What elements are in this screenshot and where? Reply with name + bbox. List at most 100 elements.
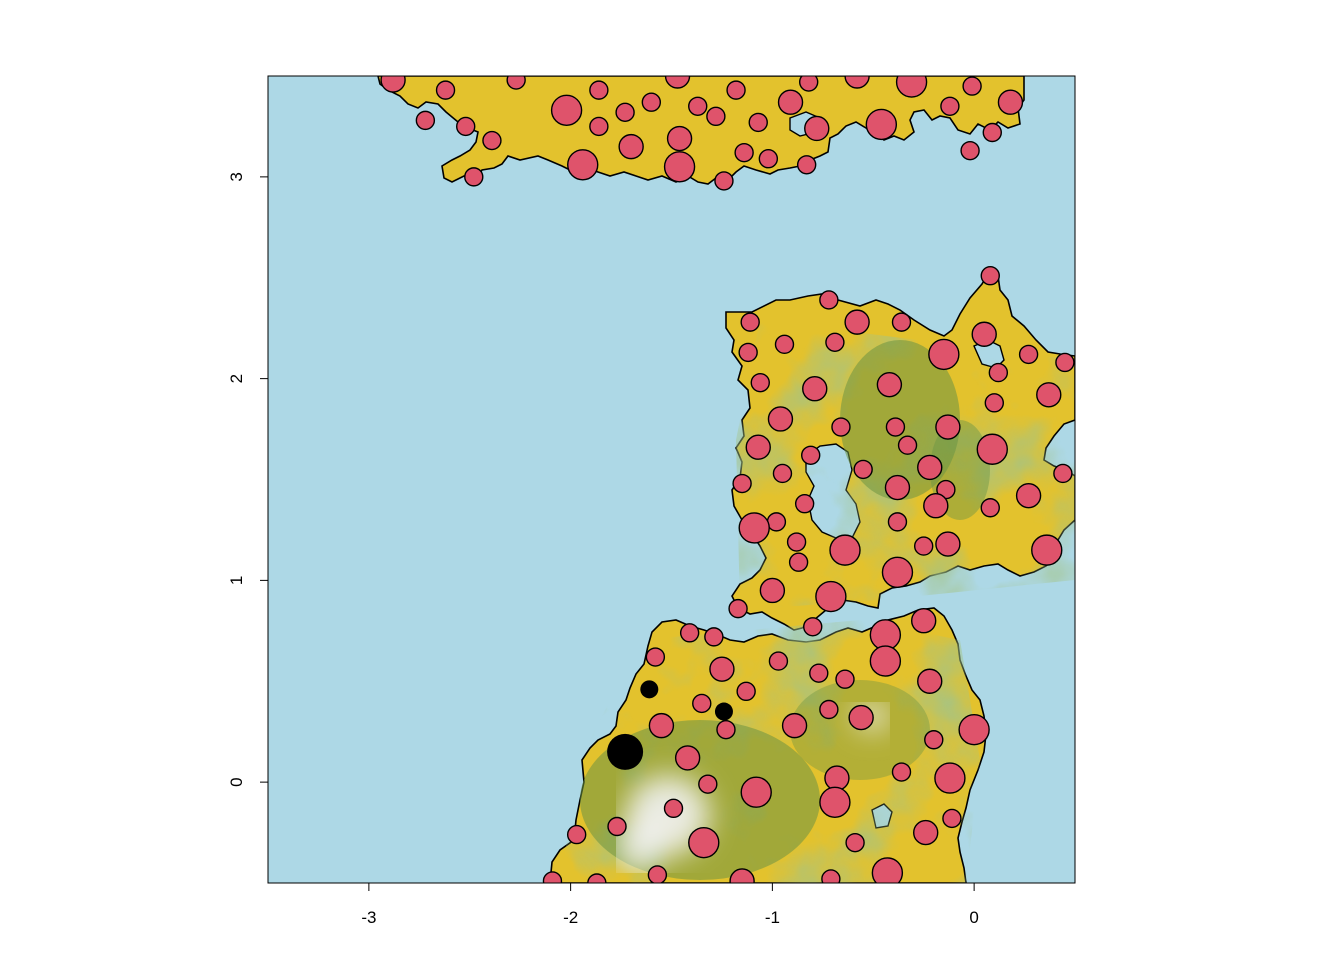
sample-point-4 bbox=[844, 76, 870, 89]
sample-point-16 bbox=[415, 110, 436, 131]
sample-point-31 bbox=[567, 149, 599, 181]
sample-point-53 bbox=[984, 393, 1004, 413]
sample-point-97 bbox=[917, 668, 943, 694]
sample-point-70 bbox=[794, 494, 815, 514]
sample-point-49 bbox=[750, 372, 770, 393]
sample-point-44 bbox=[738, 342, 758, 363]
y-tick-label-2: 2 bbox=[227, 374, 246, 383]
sample-point-91 bbox=[645, 647, 666, 667]
sample-point-125 bbox=[542, 871, 563, 883]
sample-point-48 bbox=[988, 362, 1009, 383]
sample-point-56 bbox=[885, 417, 906, 437]
sample-point-115 bbox=[942, 808, 962, 829]
sample-point-100 bbox=[819, 699, 839, 720]
sample-point-101 bbox=[848, 704, 874, 731]
sample-point-67 bbox=[884, 474, 911, 501]
sample-point-55 bbox=[831, 417, 851, 437]
sample-point-7 bbox=[435, 80, 456, 100]
sample-point-39 bbox=[844, 309, 870, 335]
sample-point-111 bbox=[698, 774, 718, 794]
sample-point-66 bbox=[732, 473, 752, 494]
sample-point-94 bbox=[709, 656, 735, 682]
sample-point-6 bbox=[962, 76, 982, 96]
sample-point-33 bbox=[796, 155, 817, 175]
sample-point-57 bbox=[935, 414, 961, 440]
sample-point-87 bbox=[803, 617, 823, 637]
sample-points bbox=[380, 76, 1075, 883]
sample-point-8 bbox=[589, 80, 609, 100]
sample-point-62 bbox=[772, 463, 793, 484]
sample-point-83 bbox=[759, 577, 786, 604]
sample-point-21 bbox=[456, 116, 476, 137]
sample-point-9 bbox=[726, 80, 746, 100]
sample-point-78 bbox=[913, 536, 934, 556]
sample-point-41 bbox=[971, 321, 997, 347]
sample-point-12 bbox=[688, 96, 708, 116]
sample-point-59 bbox=[801, 445, 821, 465]
sample-point-42 bbox=[774, 334, 795, 355]
sample-point-88 bbox=[679, 623, 700, 643]
sample-point-76 bbox=[786, 532, 807, 552]
sample-point-75 bbox=[738, 512, 770, 544]
sample-point-64 bbox=[917, 454, 943, 481]
sample-point-93 bbox=[869, 645, 902, 677]
sample-point-114 bbox=[819, 786, 851, 818]
sample-point-17 bbox=[615, 102, 635, 123]
sample-point-118 bbox=[913, 819, 939, 846]
y-tick-label-0: 0 bbox=[227, 777, 246, 786]
sample-point-123 bbox=[729, 868, 755, 883]
plot-frame bbox=[267, 75, 1076, 884]
sample-point-74 bbox=[766, 512, 787, 532]
sample-point-3 bbox=[798, 76, 819, 92]
sample-point-52 bbox=[1036, 382, 1062, 408]
sample-point-80 bbox=[1031, 534, 1063, 566]
sample-point-38 bbox=[740, 312, 760, 332]
sample-point-25 bbox=[482, 130, 502, 151]
sample-point-89 bbox=[704, 627, 724, 647]
y-tick-label-1: 1 bbox=[227, 576, 246, 585]
land-north bbox=[377, 76, 1025, 185]
sample-point-1 bbox=[506, 76, 526, 90]
sample-point-37 bbox=[819, 290, 839, 310]
y-axis: 0 1 2 3 bbox=[227, 172, 268, 787]
sample-point-86 bbox=[910, 608, 937, 634]
sample-point-105 bbox=[958, 713, 990, 746]
sample-point-98 bbox=[736, 681, 756, 702]
sample-point-60 bbox=[897, 435, 918, 455]
sample-point-92 bbox=[768, 651, 789, 671]
sample-point-116 bbox=[607, 816, 627, 837]
sample-point-13 bbox=[777, 89, 804, 115]
sample-point-36 bbox=[980, 266, 1000, 286]
sample-point-5 bbox=[895, 76, 928, 98]
sample-point-106 bbox=[924, 730, 944, 750]
sample-point-46 bbox=[1018, 344, 1039, 365]
sample-point-24 bbox=[982, 122, 1002, 143]
sample-point-43 bbox=[825, 332, 845, 353]
sample-point-29 bbox=[758, 149, 779, 169]
sample-point-32 bbox=[663, 151, 696, 183]
sample-point-10 bbox=[550, 94, 583, 126]
y-tick-label-3: 3 bbox=[227, 172, 246, 181]
sample-point-85 bbox=[728, 598, 748, 619]
sample-point-19 bbox=[748, 112, 768, 133]
sample-point-2 bbox=[664, 76, 691, 89]
sample-point-72 bbox=[980, 498, 1000, 518]
sample-point-120 bbox=[845, 832, 865, 853]
sample-point-34 bbox=[464, 167, 484, 187]
sample-point-65 bbox=[1053, 463, 1073, 484]
sample-point-40 bbox=[891, 312, 912, 332]
sample-point-112 bbox=[740, 776, 772, 808]
sample-point-73 bbox=[887, 512, 908, 532]
sample-point-47 bbox=[1055, 352, 1075, 373]
x-tick-label-3: 0 bbox=[969, 908, 978, 927]
sample-point-51 bbox=[876, 371, 903, 398]
sample-point-122 bbox=[647, 865, 668, 883]
sample-point-126 bbox=[587, 873, 607, 883]
sample-point-117 bbox=[566, 824, 587, 845]
sample-point-119 bbox=[688, 826, 720, 859]
x-axis: -3 -2 -1 0 bbox=[361, 883, 979, 927]
sample-point-90 bbox=[869, 619, 902, 651]
sample-point-58 bbox=[745, 434, 771, 460]
sample-point-95 bbox=[809, 663, 829, 683]
